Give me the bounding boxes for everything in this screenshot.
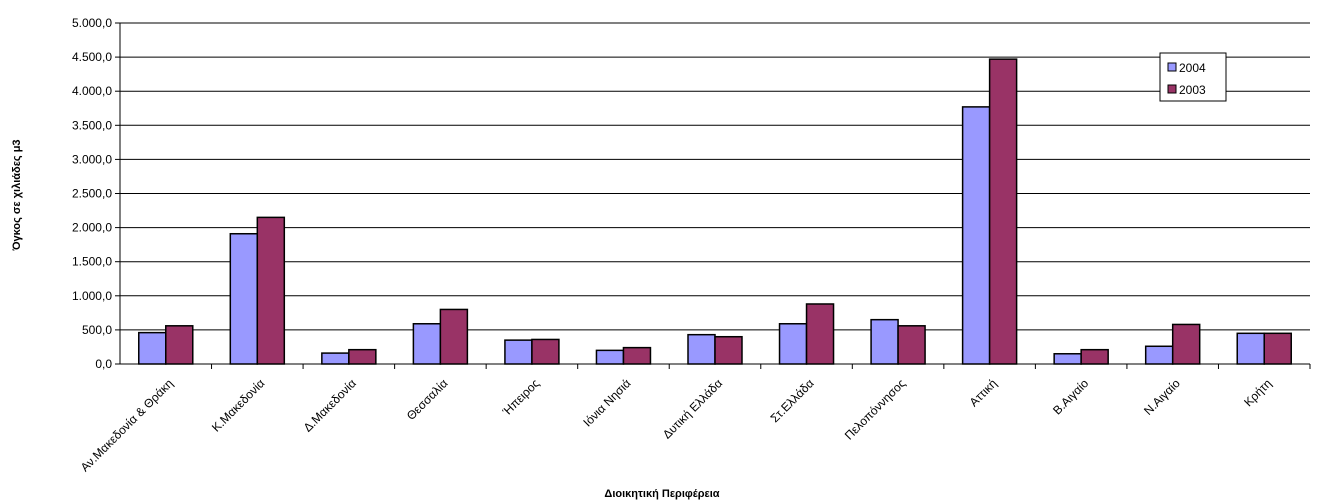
x-tick-label: Αν.Μακεδονία & Θράκη (78, 376, 176, 474)
bar-2003-11 (1080, 348, 1109, 365)
x-tick-label: Ήπειρος (499, 376, 542, 419)
bar-2003-8 (805, 303, 835, 365)
bar-2004-10 (961, 106, 991, 365)
y-tick-label: 4.000,0 (72, 84, 112, 98)
bar-2003-10 (988, 58, 1018, 365)
y-tick-label: 3.500,0 (72, 118, 112, 132)
bar-2003-12 (1171, 323, 1201, 365)
x-tick-label: Αττική (967, 376, 1000, 409)
bar-2004-6 (595, 349, 625, 365)
y-tick-label: 0,0 (95, 357, 112, 371)
bars (138, 58, 1292, 365)
x-tick-label: Στ.Ελλάδα (768, 376, 817, 425)
x-tick-label: Κρήτη (1241, 376, 1274, 409)
bar-2004-1 (138, 331, 167, 365)
bar-2004-8 (778, 323, 808, 365)
legend-swatch (1167, 84, 1177, 94)
bar-2003-5 (531, 338, 560, 365)
bar-2003-6 (622, 346, 652, 365)
x-tick-label: Ν.Αιγαίο (1141, 376, 1183, 418)
x-tick-label: Κ.Μακεδονία (209, 376, 267, 434)
y-tick-label: 1.000,0 (72, 289, 112, 303)
bar-2003-2 (256, 216, 286, 365)
axes (119, 23, 1310, 365)
bar-2003-3 (348, 348, 377, 365)
bar-2004-2 (229, 232, 259, 365)
x-tick-label: Ιόνια Νησιά (580, 376, 633, 429)
bar-2003-4 (439, 308, 469, 365)
y-tick-label: 3.000,0 (72, 152, 112, 166)
y-tick-label: 2.000,0 (72, 221, 112, 235)
x-axis-ticks: Αν.Μακεδονία & Θράκη Κ.Μακεδονία Δ.Μακεδον… (78, 364, 1311, 474)
y-axis-ticks: 0,0 500,0 1.000,0 1.500,0 2.000,0 2.500,0 3.00… (72, 16, 120, 371)
bar-2004-5 (504, 339, 533, 365)
bar-2004-4 (412, 323, 442, 365)
x-tick-label: Δυτική Ελλάδα (660, 376, 725, 441)
bar-2004-9 (870, 318, 899, 365)
bar-2004-7 (687, 333, 716, 365)
bar-2003-1 (165, 325, 194, 365)
x-tick-label: Δ.Μακεδονία (301, 376, 359, 434)
bar-2004-11 (1053, 353, 1082, 365)
x-tick-label: Πελοπόννησος (842, 376, 908, 442)
legend-swatch (1167, 62, 1177, 72)
y-tick-label: 2.500,0 (72, 187, 112, 201)
legend: 2004 2003 (1159, 52, 1227, 102)
gridlines (120, 22, 1310, 331)
bar-2003-9 (897, 325, 926, 365)
y-axis-title: Όγκος σε χιλιάδες μ3 (11, 139, 23, 251)
y-tick-label: 5.000,0 (72, 16, 112, 30)
y-tick-label: 4.500,0 (72, 50, 112, 64)
x-tick-label: Θεσσαλία (404, 376, 451, 423)
y-tick-label: 1.500,0 (72, 255, 112, 269)
legend-label: 2004 (1179, 61, 1206, 75)
y-tick-label: 500,0 (82, 323, 112, 337)
bar-2003-7 (714, 335, 743, 365)
legend-label: 2003 (1179, 83, 1206, 97)
bar-2004-3 (321, 352, 350, 365)
bar-2004-12 (1144, 345, 1174, 365)
x-axis-title: Διοικητική Περιφέρεια (604, 488, 719, 500)
bar-2003-13 (1263, 332, 1292, 365)
x-tick-label: Β.Αιγαίο (1050, 376, 1091, 417)
bar-2004-13 (1236, 332, 1265, 365)
